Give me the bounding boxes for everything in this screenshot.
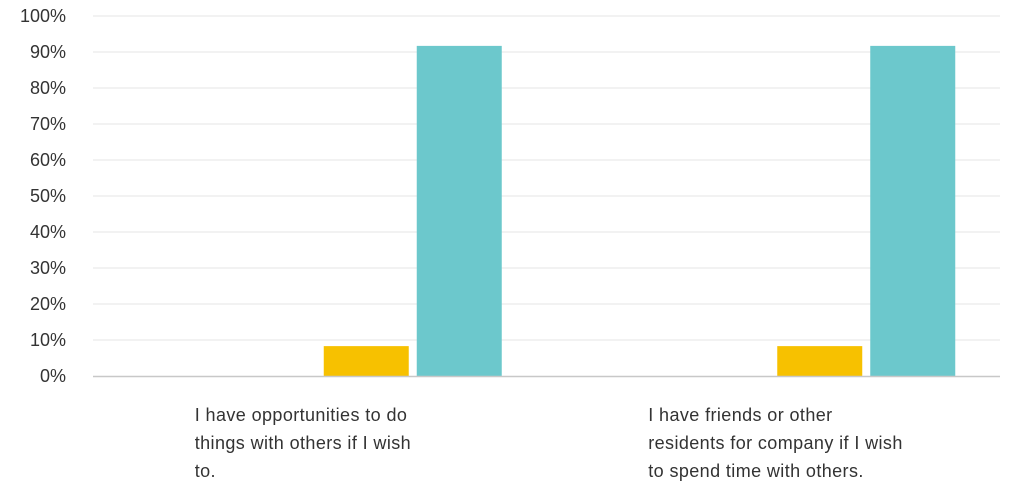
bar-series-3-category-1 <box>323 346 409 376</box>
category-label: things with others if I wish <box>195 433 411 453</box>
category-label: I have friends or other <box>648 405 832 425</box>
y-tick-label: 90% <box>30 42 66 62</box>
bar-series-3-category-2 <box>777 346 863 376</box>
gridlines <box>93 15 1000 341</box>
category-label: I have opportunities to do <box>195 405 408 425</box>
bar-series-4-category-2 <box>870 45 956 376</box>
y-tick-label: 20% <box>30 294 66 314</box>
y-tick-label: 60% <box>30 150 66 170</box>
category-label: residents for company if I wish <box>648 433 903 453</box>
y-tick-label: 70% <box>30 114 66 134</box>
y-tick-label: 40% <box>30 222 66 242</box>
y-tick-label: 100% <box>20 6 66 26</box>
y-tick-label: 10% <box>30 330 66 350</box>
y-tick-label: 80% <box>30 78 66 98</box>
bar-series-4-category-1 <box>416 45 502 376</box>
category-labels: I have opportunities to do things with ot… <box>195 405 903 481</box>
category-label: to spend time with others. <box>648 461 864 481</box>
bars <box>323 45 956 376</box>
y-axis-tick-labels: 0% 10% 20% 30% 40% 50% 60% 70% 80% 90% 100% <box>20 6 66 386</box>
category-label: to. <box>195 461 216 481</box>
y-tick-label: 50% <box>30 186 66 206</box>
y-tick-label: 30% <box>30 258 66 278</box>
y-tick-label: 0% <box>40 366 66 386</box>
